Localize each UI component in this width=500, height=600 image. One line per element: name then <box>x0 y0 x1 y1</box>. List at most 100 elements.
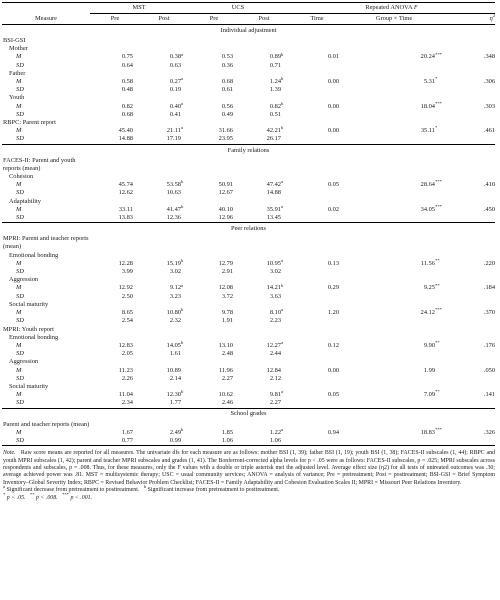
ucs-post-value: 8.10a <box>269 307 284 317</box>
header-eta: η2 <box>489 13 496 22</box>
time-value <box>288 62 346 70</box>
mst-post-value: 12.30b <box>166 389 184 399</box>
table-row: M 0.58 0.27a 0.68 1.24b 0.00 5.31* .306 <box>2 76 495 86</box>
empty-cell <box>240 326 288 334</box>
group-time-value: 20.24*** <box>420 51 442 61</box>
ucs-post-value: 9.81a <box>269 389 284 399</box>
empty-cell <box>442 276 495 284</box>
ucs-pre-value: 12.96 <box>218 214 234 222</box>
empty-cell <box>240 37 288 45</box>
table-row: M 45.74 53.58b 50.91 47.42a 0.05 28.64*** .410 <box>2 179 496 189</box>
empty-cell <box>90 276 140 284</box>
mst-post-value: 41.47b <box>166 204 184 213</box>
mst-post-value: 17.19 <box>166 135 182 143</box>
empty-cell <box>288 276 346 284</box>
mst-post-value: 3.23 <box>169 292 182 300</box>
time-value: 0.00 <box>327 366 340 374</box>
table-row: SD 2.05 1.61 2.48 2.44 <box>2 350 495 358</box>
ucs-pre-value: 1.91 <box>221 317 234 325</box>
group-time-value <box>346 111 442 119</box>
ucs-pre-value: 0.68 <box>221 78 234 86</box>
empty-cell <box>346 37 442 45</box>
item-label: Father <box>9 69 26 77</box>
table-row: SD 14.88 17.19 23.95 26.17 <box>2 135 495 144</box>
empty-cell <box>442 301 495 309</box>
empty-cell <box>90 334 140 342</box>
empty-cell <box>346 70 442 78</box>
mst-pre-value: 2.26 <box>121 374 133 382</box>
stat-label: M <box>16 341 22 349</box>
results-table: MST UCS Repeated ANOVA F Measure Pre Pos… <box>2 2 496 446</box>
group-time-value: 9.90** <box>423 340 440 349</box>
time-value: 0.29 <box>327 284 340 292</box>
eta-value: .184 <box>483 284 496 292</box>
mst-post-value: 0.27a <box>169 76 184 86</box>
ucs-post-value: 12.84 <box>266 366 282 374</box>
header-mst-pre: Pre <box>110 14 120 22</box>
mst-pre-value: 12.83 <box>118 341 133 349</box>
empty-cell <box>346 157 442 173</box>
time-value: 0.00 <box>327 78 340 86</box>
empty-cell <box>188 119 240 127</box>
empty-cell <box>90 119 140 127</box>
empty-cell <box>288 421 346 429</box>
header-mst: MST <box>90 2 189 14</box>
group-time-value <box>346 293 442 301</box>
time-value <box>288 375 346 383</box>
empty-cell <box>346 301 442 309</box>
ucs-post-value: 0.71 <box>269 61 282 69</box>
mst-post-value: 53.58b <box>166 179 184 189</box>
empty-cell <box>346 334 442 342</box>
empty-cell <box>288 334 346 342</box>
eta-value <box>442 111 495 119</box>
header-measure: Measure <box>34 14 57 22</box>
ucs-pre-value: 0.53 <box>221 53 234 61</box>
item-label: Cohesion <box>9 173 34 181</box>
empty-cell <box>288 94 346 102</box>
eta-value <box>442 317 495 325</box>
mst-pre-value: 0.48 <box>121 86 133 94</box>
mst-post-value: 21.11a <box>166 125 184 135</box>
empty-cell <box>346 235 442 251</box>
time-value: 0.00 <box>327 102 340 110</box>
mst-post-value: 0.99 <box>169 436 182 444</box>
header-row-2: Measure Pre Post Pre Post Time Group × T… <box>2 13 496 25</box>
ucs-post-value: 0.51 <box>269 110 282 118</box>
empty-cell <box>442 421 495 429</box>
empty-cell <box>346 252 442 260</box>
ucs-pre-value: 10.62 <box>218 391 234 399</box>
header-row-1: MST UCS Repeated ANOVA F <box>2 2 496 14</box>
table-row: M 0.75 0.38a 0.53 0.89b 0.01 20.24*** .348 <box>2 51 495 61</box>
empty-cell <box>442 173 495 181</box>
mst-pre-value: 2.34 <box>121 399 133 407</box>
mst-post-value: 10.80b <box>166 307 184 317</box>
footnote-sig: * p < .05. ** p < .008. *** p < .001. <box>3 491 93 501</box>
stat-label: M <box>16 102 22 110</box>
eta-value <box>442 62 495 70</box>
empty-cell <box>346 421 442 429</box>
item-label: Mother <box>9 45 28 53</box>
empty-cell <box>288 157 346 173</box>
empty-cell <box>140 37 188 45</box>
group-time-value: 9.25** <box>423 282 440 292</box>
mst-post-value: 2.14 <box>169 374 182 382</box>
empty-cell <box>140 358 188 366</box>
empty-cell <box>90 301 140 309</box>
eta-value <box>442 189 495 197</box>
mst-pre-value: 1.67 <box>121 428 133 436</box>
empty-cell <box>188 252 240 260</box>
item-label: Aggression <box>9 276 39 284</box>
time-value <box>288 268 346 276</box>
table-row: SD 0.48 0.19 0.61 1.39 <box>2 86 495 94</box>
empty-cell <box>188 173 240 181</box>
eta-value <box>442 135 495 144</box>
empty-cell <box>288 173 346 181</box>
empty-cell <box>346 358 442 366</box>
item-row: Aggression <box>2 358 495 366</box>
section-heading-row: Peer relations <box>2 222 496 236</box>
eta-value: .410 <box>483 181 496 189</box>
ucs-post-value: 2.12 <box>269 374 282 382</box>
time-value <box>288 399 346 408</box>
item-row: Youth <box>2 94 495 102</box>
item-label: Emotional bonding <box>9 251 59 259</box>
